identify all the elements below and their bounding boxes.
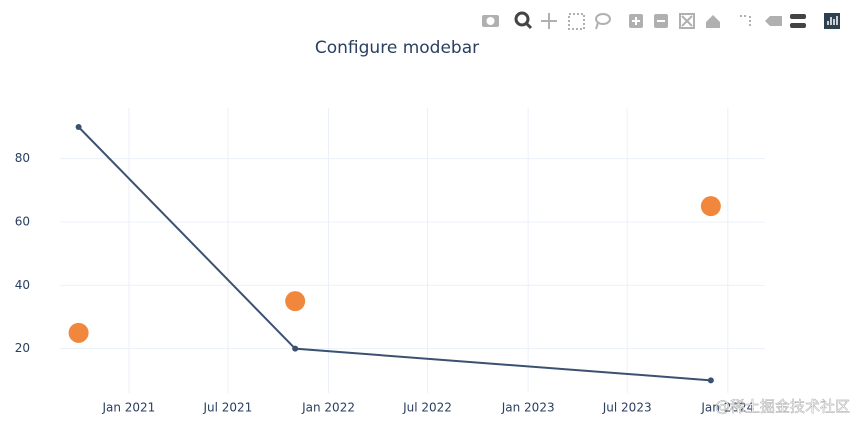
pan-button[interactable] bbox=[541, 13, 557, 29]
hover-closest-button[interactable] bbox=[765, 16, 782, 26]
reset-axes-button[interactable] bbox=[706, 15, 720, 28]
y-tick-label: 40 bbox=[15, 278, 30, 292]
x-tick-label: Jul 2023 bbox=[602, 401, 652, 415]
x-tick-label: Jan 2021 bbox=[101, 401, 155, 415]
plotly-logo[interactable] bbox=[824, 13, 840, 29]
x-tick-label: Jan 2022 bbox=[301, 401, 355, 415]
zoom-out-button[interactable] bbox=[654, 14, 668, 28]
y-tick-label: 80 bbox=[15, 151, 30, 165]
camera-button[interactable] bbox=[482, 15, 499, 27]
line bbox=[77, 126, 711, 382]
watermark: @稀土掘金技术社区 bbox=[715, 398, 850, 416]
y-tick-label: 20 bbox=[15, 341, 30, 355]
x-tick-label: Jan 2024 bbox=[700, 401, 754, 415]
point bbox=[707, 377, 714, 384]
lasso-button[interactable] bbox=[595, 13, 611, 30]
spikelines-button[interactable] bbox=[740, 15, 751, 28]
zoom-in-button[interactable] bbox=[629, 14, 643, 28]
point bbox=[292, 345, 299, 352]
hover-compare-button[interactable] bbox=[790, 14, 806, 28]
chart-title: Configure modebar bbox=[315, 38, 479, 58]
x-tick-label: Jan 2023 bbox=[501, 401, 555, 415]
point bbox=[75, 124, 82, 130]
x-tick-label: Jul 2022 bbox=[402, 401, 452, 415]
marker bbox=[700, 196, 721, 217]
y-tick-label: 60 bbox=[15, 215, 30, 229]
box-select-button[interactable] bbox=[568, 13, 585, 30]
modebar bbox=[482, 11, 840, 30]
autoscale-button[interactable] bbox=[679, 13, 695, 29]
zoom-button[interactable] bbox=[514, 11, 533, 30]
marker bbox=[285, 291, 306, 312]
x-tick-label: Jul 2021 bbox=[202, 401, 252, 415]
marker bbox=[68, 322, 89, 343]
